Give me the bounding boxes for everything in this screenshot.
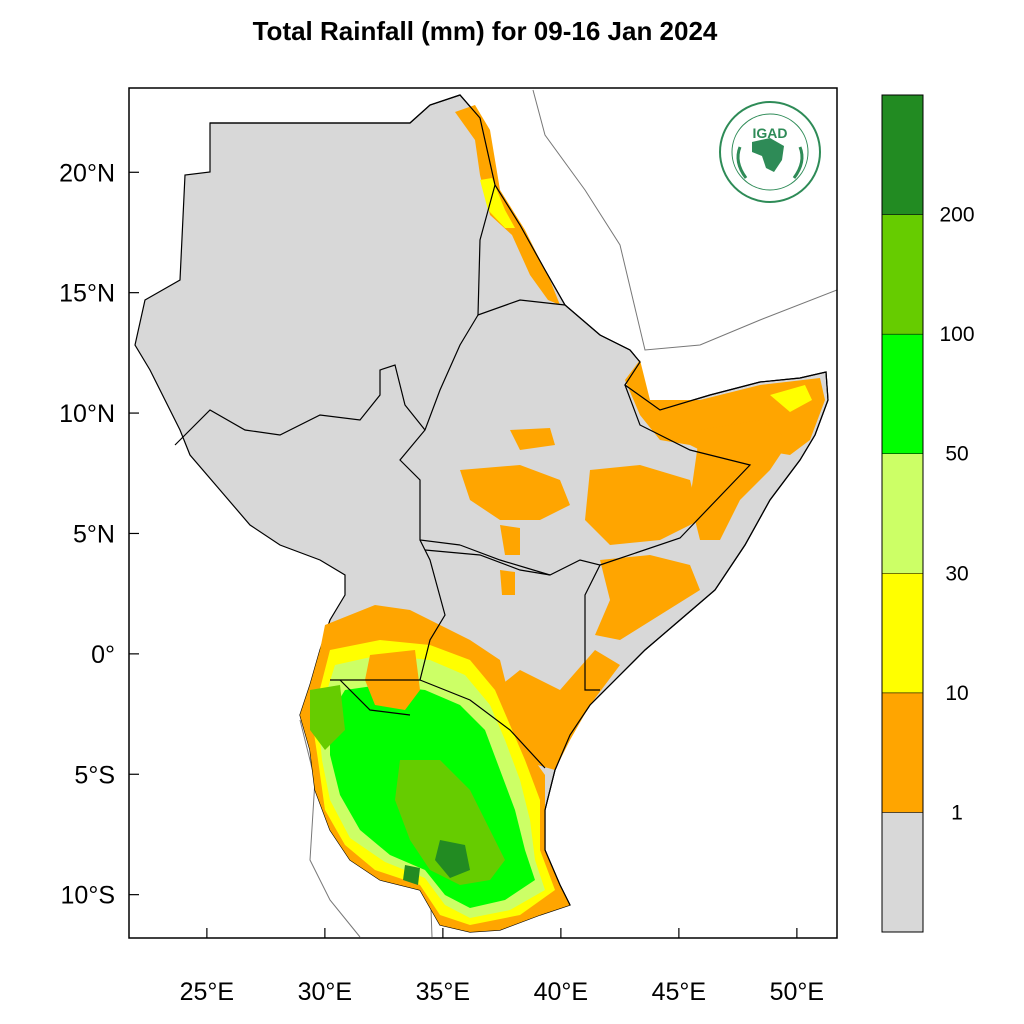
africa-map-icon [752,138,784,172]
rain-zone-orange [500,570,515,595]
y-axis: 20°N 15°N 10°N 5°N 0° 5°S 10°S [59,159,139,910]
y-tick-label: 15°N [59,280,115,308]
colorbar-bin [881,333,924,454]
colorbar-outline [881,94,924,933]
laurel-left-icon [736,146,748,179]
rain-zone-orange [460,465,570,520]
y-tick-label: 5°N [73,520,115,548]
rain-zone-orange [495,650,620,770]
rain-zone-orange [500,525,520,555]
colorbar-bin [881,692,924,813]
rainfall-overlay [300,105,825,932]
neighbour-border-line [532,89,837,351]
y-tick-label: 10°N [59,400,115,428]
x-tick-label: 25°E [180,978,234,1006]
colorbar-label: 10 [945,682,968,705]
rain-zone-orange [585,465,700,545]
x-tick-label: 45°E [652,978,706,1006]
rain-zone-yellow [770,385,812,412]
colorbar-bin [881,573,924,694]
colorbar-bin [881,214,924,335]
laurel-right-icon [792,146,804,179]
y-tick-label: 20°N [59,159,115,187]
rain-zone-orange [510,428,555,450]
rain-zone-dark-green [435,840,470,878]
colorbar-label: 30 [945,562,968,585]
y-tick-label: 0° [91,641,115,669]
colorbar-label: 200 [939,204,974,227]
x-tick-label: 30°E [298,978,352,1006]
colorbar: 1 10 30 50 100 200 [881,94,975,933]
x-tick-label: 35°E [416,978,470,1006]
land-outline [210,94,829,906]
colorbar-label: 50 [945,443,968,466]
x-axis: 25°E 30°E 35°E 40°E 45°E 50°E [180,928,824,1006]
x-tick-label: 40°E [534,978,588,1006]
neighbour-border-line [299,719,361,938]
colorbar-bin [881,94,924,215]
country-borders [174,184,752,769]
rain-zone-mid-green [395,760,505,885]
rain-zone-orange [690,420,790,540]
colorbar-label: 1 [951,801,963,824]
map-area [134,89,837,938]
igad-logo: IGAD [719,101,821,203]
colorbar-bin [881,453,924,574]
x-tick-label: 50°E [770,978,824,1006]
map-frame [128,87,838,939]
map-title: Total Rainfall (mm) for 09-16 Jan 2024 [252,16,718,46]
y-tick-label: 5°S [74,761,115,789]
colorbar-label: 100 [939,323,974,346]
colorbar-bin [881,812,924,933]
logo-text: IGAD [753,125,788,141]
rain-zone-orange [595,555,700,640]
y-tick-label: 10°S [61,882,115,910]
rain-zone-mid-green [310,685,345,750]
rain-zone-yellow [480,178,515,228]
rain-zone-dark-green [403,865,420,885]
